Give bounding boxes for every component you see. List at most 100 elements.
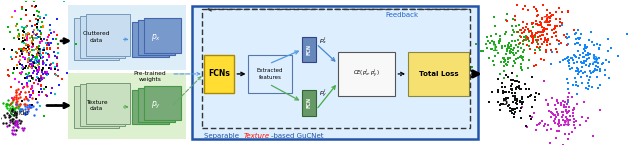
- Point: [35, 30, 45, 32]
- Point: [499, 69, 509, 72]
- Point: [31, 69, 42, 72]
- Point: [563, 60, 573, 62]
- Point: [552, 111, 562, 114]
- Point: [501, 62, 511, 65]
- Point: [489, 16, 499, 18]
- Point: [20, 91, 30, 94]
- Point: [593, 87, 603, 89]
- Point: [516, 106, 526, 109]
- Point: [36, 57, 47, 59]
- Point: [536, 22, 546, 24]
- Point: [566, 57, 577, 60]
- Point: [21, 96, 31, 98]
- Point: [533, 30, 543, 33]
- Point: [527, 23, 537, 25]
- Point: [33, 62, 44, 65]
- Point: [559, 104, 569, 106]
- Point: [589, 61, 600, 64]
- Point: [28, 72, 38, 74]
- Point: [518, 39, 529, 41]
- Point: [531, 31, 541, 34]
- Point: [482, 47, 492, 50]
- Point: [20, 32, 31, 35]
- Text: Pre-trained
weights: Pre-trained weights: [134, 71, 166, 82]
- Point: [572, 70, 582, 72]
- Point: [25, 51, 35, 53]
- Point: [502, 58, 513, 60]
- Point: [35, 79, 45, 82]
- Point: [15, 55, 25, 57]
- Text: 3: 3: [591, 56, 598, 65]
- Point: [19, 86, 29, 88]
- Point: [11, 106, 21, 108]
- Point: [28, 45, 38, 47]
- Point: [589, 43, 599, 46]
- Point: [25, 104, 35, 106]
- Point: [4, 124, 14, 126]
- Point: [26, 62, 36, 65]
- Text: Feedback: Feedback: [385, 12, 419, 18]
- Point: [19, 28, 29, 30]
- Point: [499, 91, 509, 93]
- Point: [35, 55, 45, 57]
- Point: [511, 44, 521, 46]
- Point: [561, 106, 571, 108]
- Point: [7, 110, 17, 112]
- Point: [28, 61, 38, 63]
- Point: [34, 91, 44, 93]
- Point: [31, 18, 41, 20]
- Point: [47, 62, 58, 65]
- Point: [514, 24, 524, 26]
- Point: [23, 61, 33, 63]
- Point: [574, 38, 584, 40]
- Point: [500, 59, 510, 61]
- Point: [17, 83, 27, 85]
- Point: [560, 133, 570, 136]
- Point: [10, 107, 20, 109]
- Text: $p_y$: $p_y$: [152, 99, 161, 110]
- Point: [31, 48, 42, 50]
- Point: [592, 69, 602, 71]
- Point: [33, 71, 44, 73]
- Point: [20, 113, 30, 115]
- Point: [28, 64, 38, 67]
- Point: [13, 38, 24, 40]
- Point: [531, 23, 541, 25]
- Point: [510, 111, 520, 113]
- Point: [4, 31, 15, 33]
- Point: [571, 56, 581, 58]
- Point: [24, 74, 35, 77]
- Point: [27, 39, 37, 42]
- Point: [33, 64, 44, 67]
- Point: [13, 61, 24, 64]
- Point: [533, 36, 543, 38]
- Point: [35, 16, 45, 18]
- Point: [53, 46, 63, 49]
- Point: [553, 123, 563, 125]
- Point: [571, 84, 581, 86]
- Point: [502, 57, 513, 60]
- Point: [508, 108, 518, 110]
- Point: [506, 92, 516, 95]
- Point: [1, 105, 12, 107]
- Point: [8, 98, 19, 100]
- Point: [564, 106, 574, 108]
- Point: [499, 57, 509, 60]
- FancyBboxPatch shape: [80, 84, 125, 126]
- Point: [4, 103, 14, 106]
- Point: [527, 39, 538, 42]
- Point: [571, 38, 581, 40]
- Point: [7, 105, 17, 107]
- Point: [543, 103, 553, 105]
- Point: [29, 37, 39, 40]
- Point: [4, 115, 15, 118]
- Point: [38, 68, 49, 70]
- Point: [579, 46, 589, 48]
- Point: [572, 92, 582, 95]
- Point: [499, 92, 509, 94]
- Point: [11, 96, 21, 98]
- Point: [31, 58, 42, 60]
- Point: [521, 25, 531, 28]
- Point: [511, 88, 522, 90]
- Point: [563, 88, 573, 90]
